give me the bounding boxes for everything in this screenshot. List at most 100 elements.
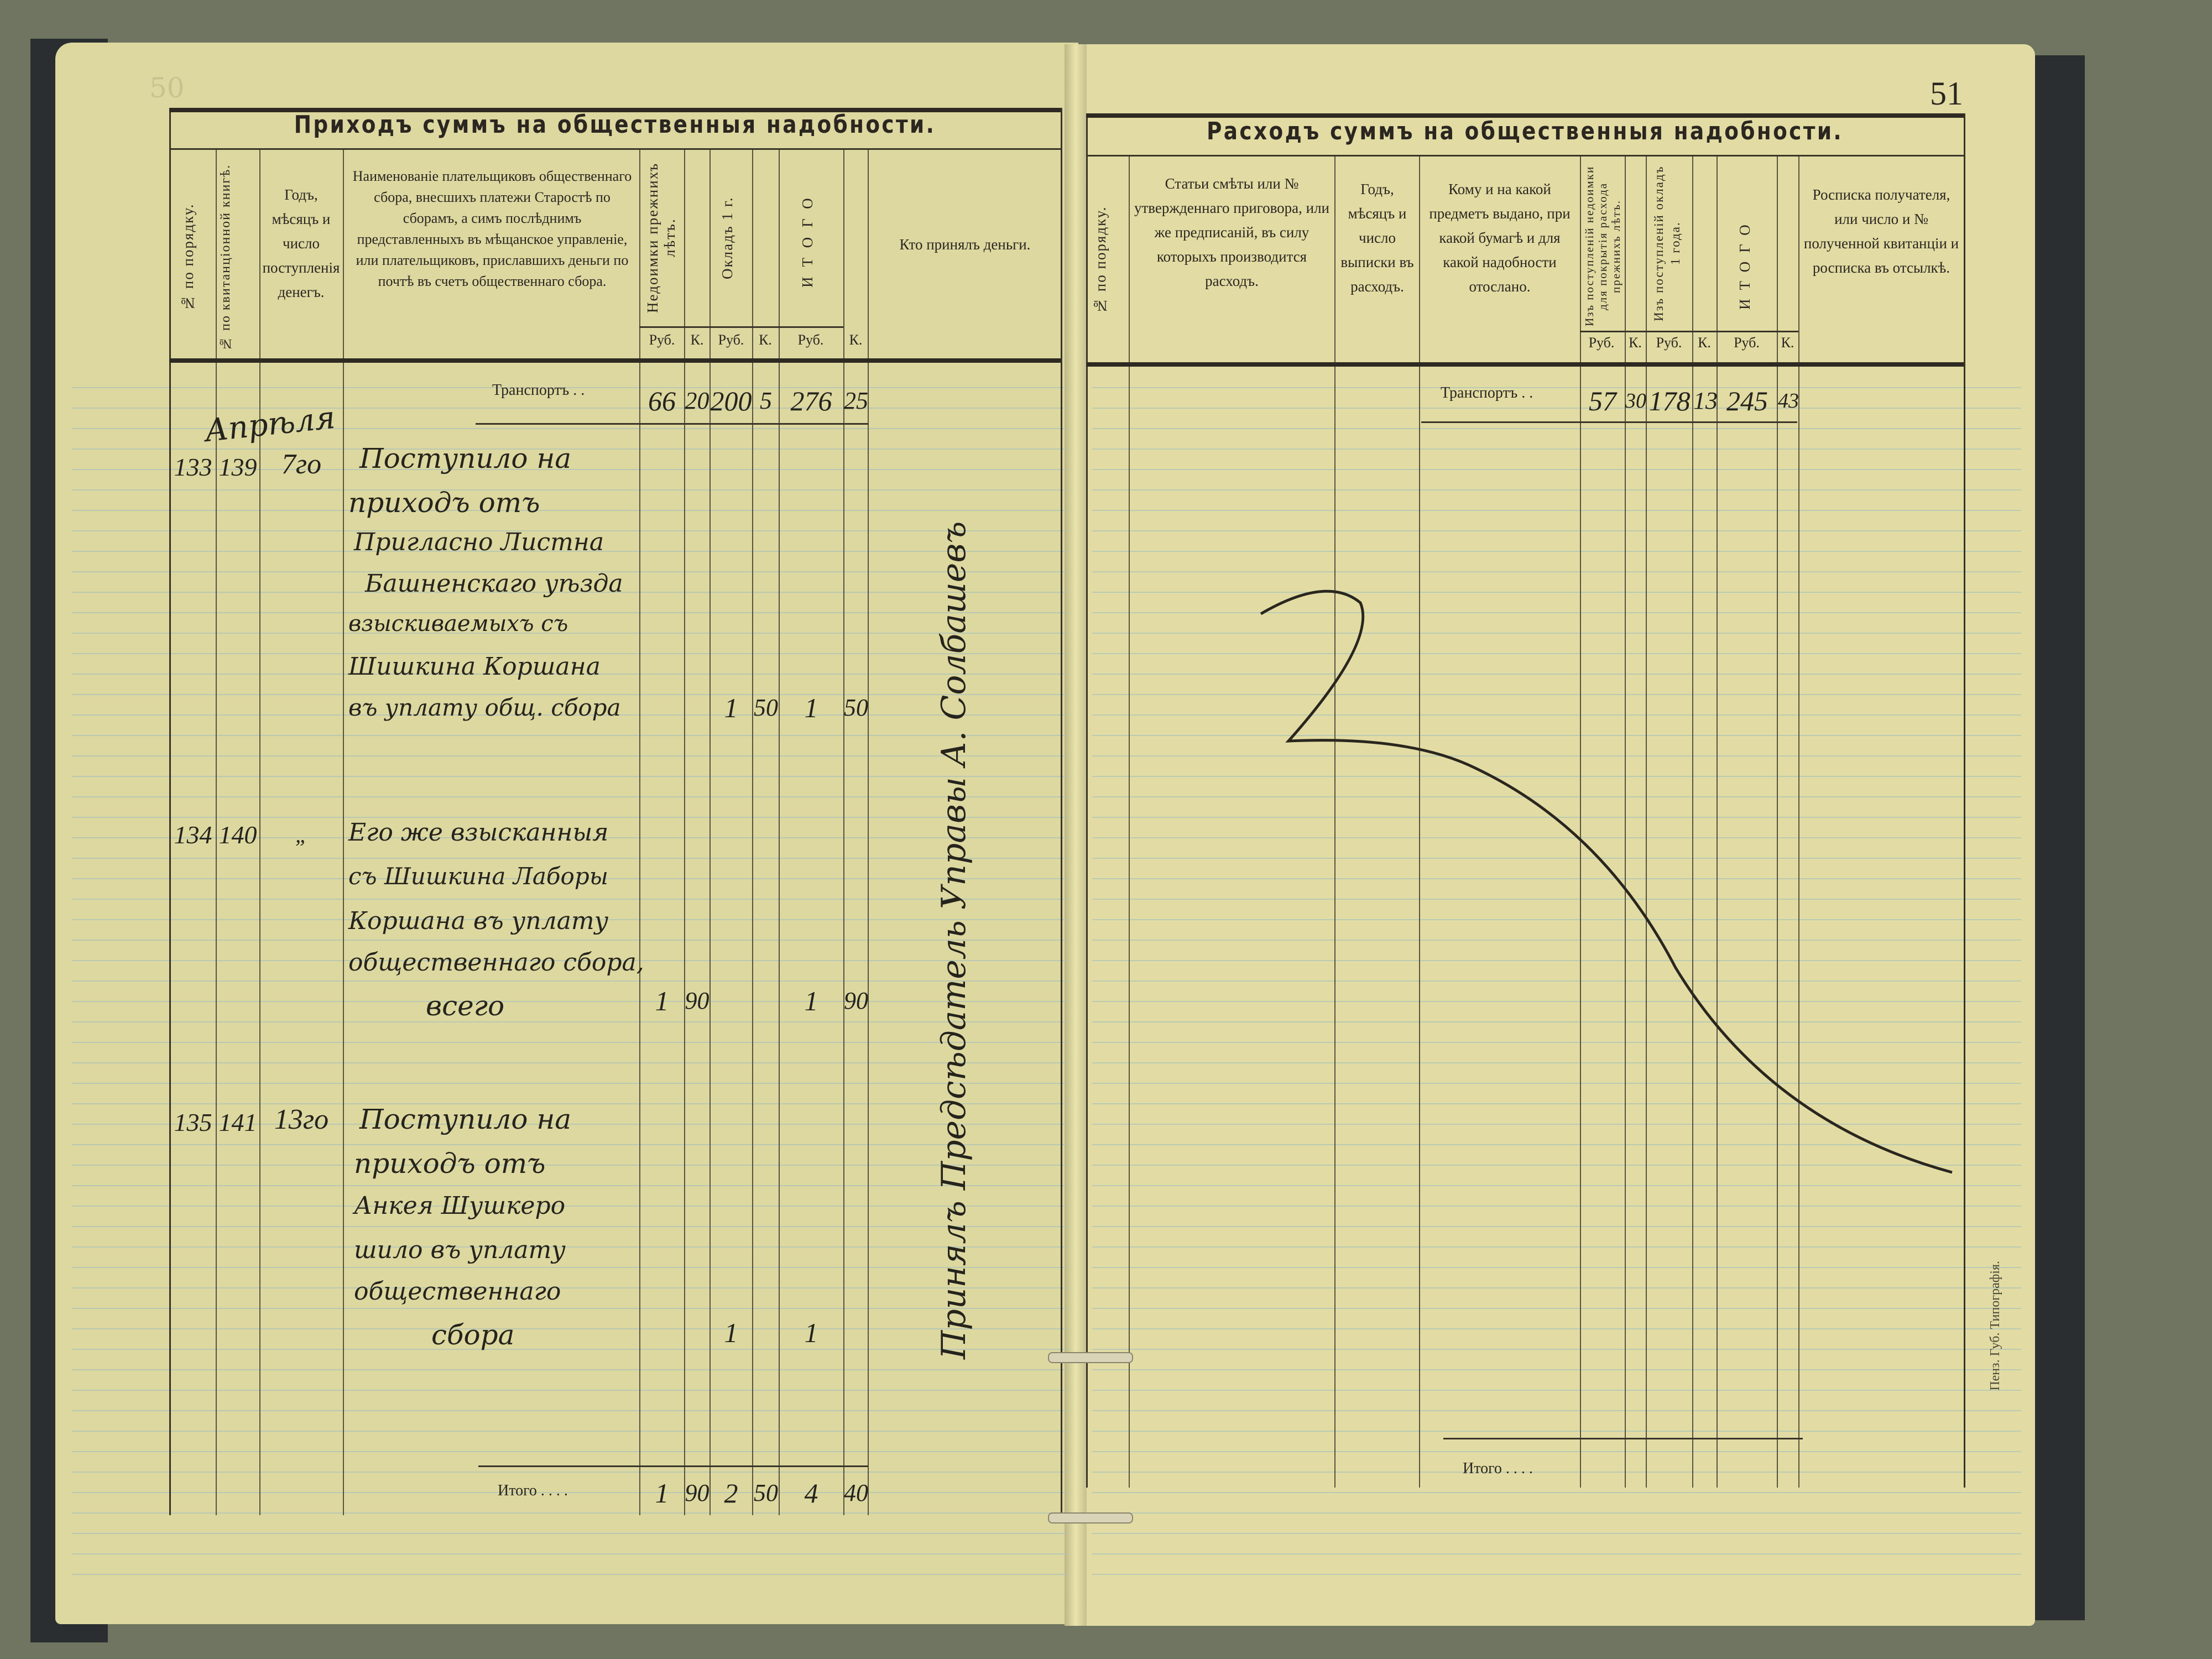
entry-assessment-rub: 1 [724, 1317, 738, 1348]
ruled-line [72, 1185, 1067, 1186]
left-page-title: Приходъ суммъ на общественныя надобности… [294, 111, 936, 139]
ruled-line [72, 1369, 1067, 1370]
col-receipt-book-no: № по квитанціонной книгѣ. [218, 164, 233, 351]
ruled-line [1092, 1308, 2021, 1309]
column-rule [1777, 155, 1778, 1488]
ruled-line [72, 1390, 1067, 1391]
total-rub-label: Руб. [1734, 335, 1760, 351]
from-assessment-kop-label: К. [1698, 335, 1711, 351]
ruled-line [1092, 1349, 2021, 1350]
transport-assessment-kop: 13 [1693, 387, 1718, 414]
ruled-line [1092, 612, 2021, 613]
transport-assessment-rub: 200 [710, 385, 752, 416]
entry-text-line: Поступило на [359, 442, 572, 474]
total-total-rub: 4 [804, 1478, 818, 1509]
binding-thread [1048, 1512, 1133, 1524]
ruled-line [72, 510, 1067, 511]
column-rule [216, 148, 217, 1515]
total-total-kop: 40 [844, 1479, 868, 1506]
column-rule [709, 148, 711, 1515]
ruled-line [72, 694, 1067, 695]
ruled-line [72, 1206, 1067, 1207]
right-transport-label: Транспортъ . . [1441, 384, 1533, 401]
column-rule [779, 148, 780, 1515]
ruled-line [1092, 960, 2021, 961]
col-payers: Наименованіе плательщиковъ общественнаго… [352, 168, 632, 289]
entry-text-line: Шишкина Коршана [348, 653, 601, 681]
ruled-line [1092, 1533, 2021, 1534]
ruled-line [72, 1492, 1067, 1493]
entry-day: 13го [274, 1104, 329, 1135]
column-rule [1692, 155, 1693, 1488]
transport-arrears-kop: 30 [1625, 389, 1646, 413]
assessment-rub-label: Руб. [718, 332, 744, 348]
total-arrears-rub: 1 [655, 1478, 669, 1509]
column-rule [1646, 155, 1647, 1488]
col-order-no: № по порядку. [180, 203, 196, 311]
ruled-line [72, 776, 1067, 777]
total-kop-label: К. [849, 332, 863, 348]
ruled-line [1092, 1287, 2021, 1288]
right-page-title: Расходъ суммъ на общественныя надобности… [1206, 117, 1844, 145]
column-rule [1419, 155, 1420, 1488]
entry-assessment-rub: 1 [724, 692, 738, 723]
entry-arrears-kop: 90 [685, 987, 709, 1014]
entry-total-kop: 90 [844, 987, 868, 1014]
transport-underline [1421, 421, 1797, 423]
left-title-top-rule [169, 108, 1061, 112]
ruled-line [72, 919, 1067, 920]
entry-text-line: приходъ отъ [348, 487, 540, 519]
ruled-line [1092, 1451, 2021, 1452]
entry-text-line: Поступило на [359, 1103, 572, 1135]
rub-kop-divider [1580, 331, 1798, 332]
ruled-line [72, 1165, 1067, 1166]
from-assessment-rub-label: Руб. [1656, 335, 1682, 351]
col-order-no: № по порядку. [1092, 206, 1109, 314]
ruled-line [1092, 940, 2021, 941]
ruled-line [1092, 1472, 2021, 1473]
ruled-line [1092, 387, 2021, 388]
transport-arrears-kop: 20 [685, 387, 709, 414]
ruled-line [72, 1308, 1067, 1309]
entry-text-line: взыскиваемыхъ съ [348, 611, 568, 637]
col-from-assessment: Изъ поступленій окладъ 1 года. [1652, 165, 1682, 321]
ruled-line [1092, 1492, 2021, 1493]
column-rule [1334, 155, 1335, 1488]
column-rule [752, 148, 753, 1515]
ruled-line [1092, 776, 2021, 777]
entry-text-line: шило въ уплату [354, 1236, 566, 1264]
ruled-line [72, 1083, 1067, 1084]
transport-assessment-kop: 5 [760, 387, 772, 414]
total-assessment-kop: 50 [754, 1479, 778, 1506]
ruled-line [72, 674, 1067, 675]
col-arrears: Недоимки прежнихъ лѣтъ. [644, 162, 678, 314]
ruled-line [72, 940, 1067, 941]
entry-total-rub: 1 [804, 1317, 818, 1348]
ruled-line [72, 1042, 1067, 1043]
ruled-line [72, 1451, 1067, 1452]
ruled-line [1092, 551, 2021, 552]
column-rule [1717, 155, 1718, 1488]
left-header-bottom-rule [169, 358, 1061, 363]
column-rule [1580, 155, 1581, 1488]
totals-overline [478, 1465, 868, 1467]
ruled-line [72, 1246, 1067, 1248]
ruled-line [1092, 1062, 2021, 1063]
ruled-line [1092, 428, 2021, 429]
totals-overline [1443, 1438, 1803, 1439]
entry-text-line: всего [426, 990, 505, 1022]
ruled-line [72, 858, 1067, 859]
ruled-line [1092, 878, 2021, 879]
entry-arrears-rub: 1 [655, 985, 669, 1016]
ruled-line [72, 408, 1067, 409]
ruled-line [72, 817, 1067, 818]
ruled-line [72, 592, 1067, 593]
column-rule [1798, 155, 1799, 1488]
ruled-line [72, 960, 1067, 961]
column-rule [1625, 155, 1626, 1488]
column-rule [259, 148, 260, 1515]
left-transport-label: Транспортъ . . [492, 382, 585, 399]
column-rule [1129, 155, 1130, 1488]
ruled-line [72, 1472, 1067, 1473]
cancellation-stroke [1260, 589, 1953, 1174]
